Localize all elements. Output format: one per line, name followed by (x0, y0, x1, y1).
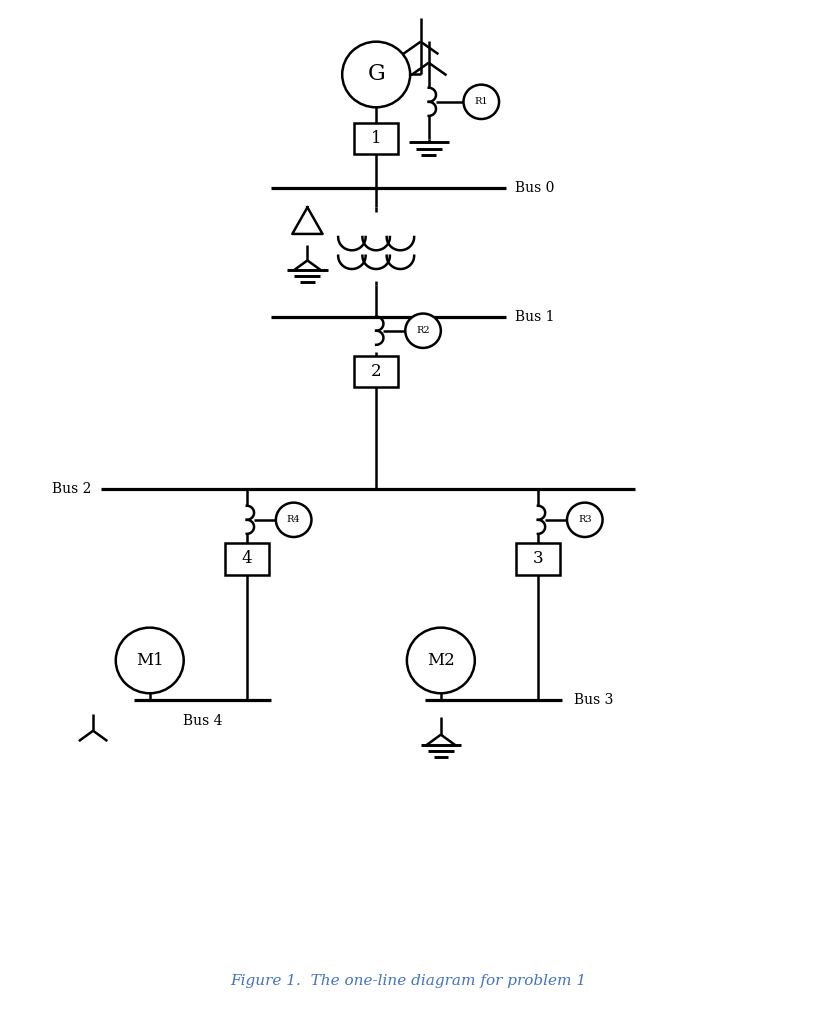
Text: Bus 2: Bus 2 (52, 481, 92, 496)
Circle shape (405, 313, 441, 348)
Text: Figure 1.  The one-line diagram for problem 1: Figure 1. The one-line diagram for probl… (230, 974, 587, 988)
Circle shape (463, 85, 499, 119)
Text: 1: 1 (371, 130, 382, 147)
Text: M1: M1 (136, 652, 163, 669)
Circle shape (407, 628, 475, 693)
Circle shape (342, 42, 410, 108)
FancyBboxPatch shape (225, 544, 269, 574)
FancyBboxPatch shape (516, 544, 560, 574)
Text: R3: R3 (578, 515, 592, 524)
Text: G: G (368, 63, 385, 85)
Text: 4: 4 (242, 550, 252, 567)
Text: 3: 3 (533, 550, 543, 567)
FancyBboxPatch shape (354, 355, 399, 387)
Text: M2: M2 (427, 652, 455, 669)
Text: Bus 4: Bus 4 (182, 714, 222, 728)
Text: Bus 1: Bus 1 (516, 309, 555, 324)
Text: Bus 0: Bus 0 (516, 181, 555, 195)
FancyBboxPatch shape (354, 123, 399, 155)
Text: Bus 3: Bus 3 (574, 692, 614, 707)
Text: 2: 2 (371, 362, 382, 380)
Text: R4: R4 (287, 515, 301, 524)
Text: R1: R1 (475, 97, 488, 106)
Circle shape (567, 503, 603, 537)
Circle shape (276, 503, 311, 537)
Text: R2: R2 (416, 327, 430, 335)
Circle shape (116, 628, 184, 693)
